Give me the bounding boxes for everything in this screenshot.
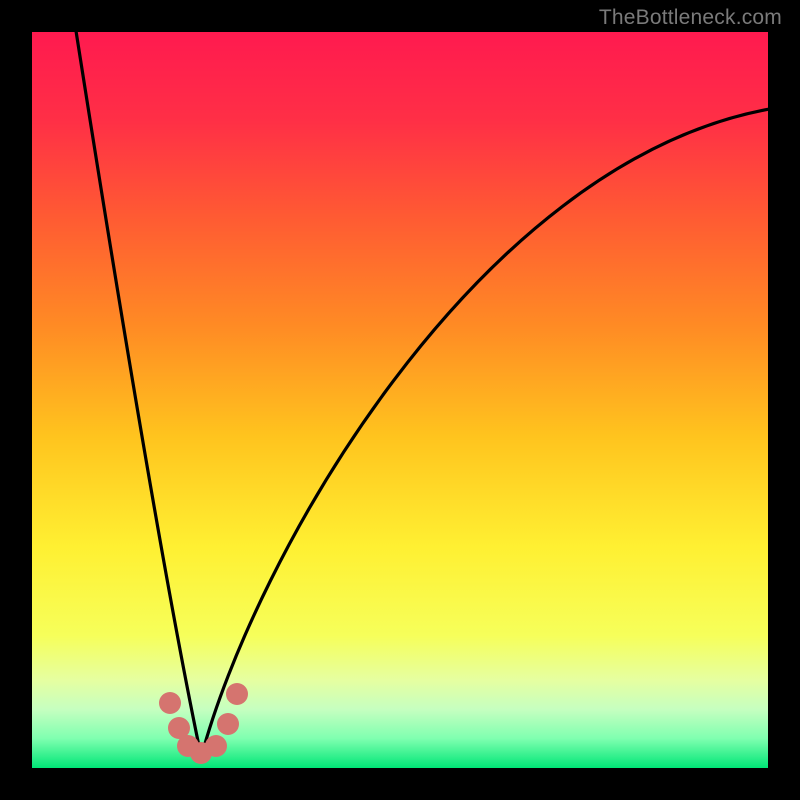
bottleneck-curve [32, 32, 768, 768]
data-marker [205, 735, 227, 757]
data-marker [217, 713, 239, 735]
watermark-text: TheBottleneck.com [599, 6, 782, 30]
data-marker [226, 683, 248, 705]
plot-area [32, 32, 768, 768]
data-marker [159, 692, 181, 714]
chart-frame: TheBottleneck.com [0, 0, 800, 800]
